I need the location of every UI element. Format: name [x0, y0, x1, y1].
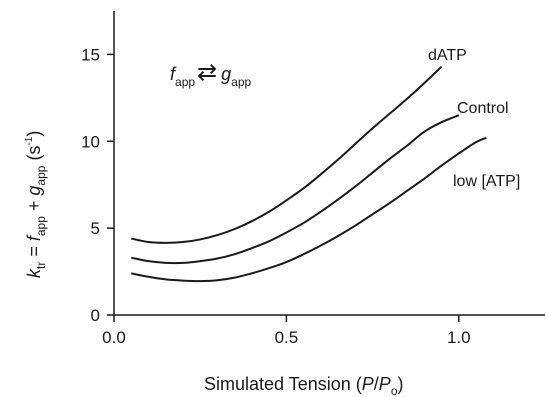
ylabel-fsub: app — [34, 216, 48, 236]
ylabel-gsub: app — [34, 165, 48, 185]
x-tick-label: 0.0 — [102, 328, 126, 347]
annotation-gsub: app — [231, 75, 251, 89]
ylabel-k: k — [24, 268, 44, 278]
x-tick-label: 1.0 — [447, 328, 471, 347]
annotation-f: f — [170, 64, 177, 84]
y-tick-label: 15 — [81, 45, 100, 64]
x-tick-label: 0.5 — [275, 328, 299, 347]
annotation-fsub: app — [175, 75, 195, 89]
ylabel-unit: (s — [24, 146, 44, 166]
plot-frame — [113, 11, 545, 316]
series-line-1 — [131, 114, 460, 265]
series-label-low-atp: low [ATP] — [453, 173, 520, 190]
ticks: 0.0 0.5 1.0 0 5 10 15 — [81, 45, 471, 347]
xlabel-var: P — [362, 374, 374, 394]
y-tick-label: 0 — [91, 306, 100, 325]
xlabel-sub: o — [391, 384, 398, 397]
y-axis-label: ktr = fapp + gapp (s-1) — [24, 131, 48, 278]
ylabel-f: f — [24, 234, 44, 241]
y-tick-label: 10 — [81, 132, 100, 151]
annotation-g: g — [221, 64, 231, 84]
y-tick-label: 5 — [91, 219, 100, 238]
ylabel-close: ) — [24, 131, 44, 137]
xlabel-close: ) — [398, 374, 404, 394]
rate-annotation: fapp⇄ gapp — [170, 59, 252, 89]
series-line-2 — [131, 136, 487, 283]
equilibrium-arrow-icon: ⇄ — [197, 59, 217, 86]
series-line-0 — [131, 65, 443, 244]
xlabel-var2: P — [379, 374, 391, 394]
ylabel-exp: -1 — [24, 136, 35, 145]
series-lines — [131, 65, 487, 283]
series-label-datp: dATP — [428, 47, 467, 64]
ylabel-ksub: tr — [34, 262, 48, 269]
ylabel-plus: + — [24, 196, 44, 217]
x-axis-label: Simulated Tension (P/Po) — [204, 374, 404, 397]
xlabel-main: Simulated Tension ( — [204, 374, 362, 394]
series-label-control: Control — [457, 100, 509, 117]
xlabel-slash: / — [374, 374, 379, 394]
ylabel-eq: = — [24, 241, 44, 262]
ylabel-g: g — [24, 186, 44, 196]
